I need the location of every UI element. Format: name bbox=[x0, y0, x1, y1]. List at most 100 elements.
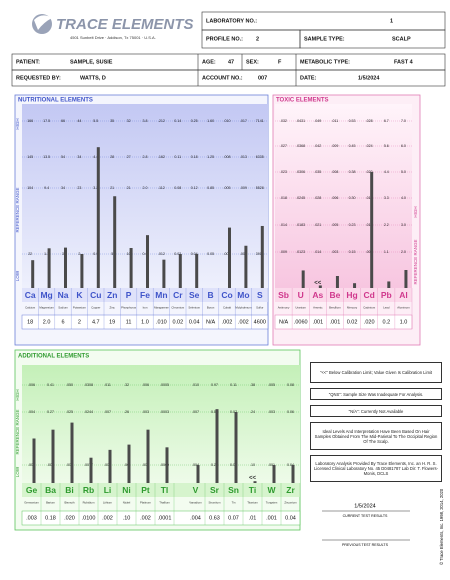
scale-label: .000 bbox=[142, 463, 149, 467]
label: SEX: bbox=[246, 59, 259, 65]
element-name: Zirconium bbox=[284, 501, 297, 505]
scale-label: .002 bbox=[28, 463, 35, 467]
range-label: REFERENCE RANGE bbox=[15, 409, 20, 454]
result-value: 2 bbox=[78, 319, 81, 325]
scale-label: 5528 bbox=[256, 186, 264, 190]
scale-label: 0.05 bbox=[207, 252, 214, 256]
scale-label: 2.0 bbox=[401, 250, 406, 254]
previous-label: PREVIOUS TEST RESULTS bbox=[342, 543, 389, 547]
panel-title: NUTRITIONAL ELEMENTS bbox=[18, 98, 93, 104]
symbol: Sn bbox=[228, 485, 239, 495]
scale-label: 0.03 bbox=[230, 463, 237, 467]
note: "QNS": Sample Size Was Inadequate For An… bbox=[310, 388, 442, 400]
symbol: P bbox=[126, 290, 132, 300]
scale-label: 2.2 bbox=[384, 223, 389, 227]
scale-label: .0368 bbox=[296, 144, 305, 148]
value: 1/5/2024 bbox=[358, 75, 380, 81]
scale-label: .008 bbox=[331, 170, 338, 174]
scale-label: 0.97 bbox=[211, 383, 218, 387]
scale-label: 0.6 bbox=[143, 252, 148, 256]
symbol: Ca bbox=[25, 290, 36, 300]
scale-label: .0123 bbox=[296, 250, 305, 254]
result-value: 0.18 bbox=[45, 515, 56, 521]
element-name: Beryllium bbox=[329, 306, 341, 310]
address: 4501 Sunbelt Drive · Addison, Tx 75001 ·… bbox=[70, 35, 156, 40]
result-value: 19 bbox=[109, 319, 115, 325]
result-bar bbox=[301, 270, 305, 288]
element-name: Sodium bbox=[58, 306, 68, 310]
scale-label: .006 bbox=[331, 196, 338, 200]
note: "<<" Below Calibration Limit; Value Give… bbox=[310, 362, 442, 383]
result-value: 11 bbox=[126, 319, 132, 325]
scale-label: .0000 bbox=[160, 463, 169, 467]
symbol: Al bbox=[399, 290, 408, 300]
scale-label: 0.06 bbox=[287, 410, 294, 414]
result-value: .020 bbox=[64, 515, 75, 521]
result-bar bbox=[51, 429, 55, 483]
result-value: N/A bbox=[206, 319, 216, 325]
scale-label: .023 bbox=[280, 170, 287, 174]
scale-label: .005 bbox=[268, 383, 275, 387]
scale-label: 17.5 bbox=[43, 119, 50, 123]
scale-label: 22 bbox=[28, 252, 32, 256]
result-bar bbox=[89, 457, 93, 483]
scale-label: 34 bbox=[61, 186, 65, 190]
scale-label: 6.7 bbox=[384, 119, 389, 123]
element-name: Tungsten bbox=[266, 501, 278, 505]
element-name: Cobalt bbox=[223, 306, 231, 310]
result-value: 0.07 bbox=[228, 515, 239, 521]
result-bar bbox=[335, 276, 339, 288]
symbol: Sr bbox=[210, 485, 220, 495]
scale-label: 0.21 bbox=[211, 463, 218, 467]
element-name: Aluminum bbox=[397, 306, 410, 310]
current-label: CURRENT TEST RESULTS bbox=[343, 514, 388, 518]
symbol: Cu bbox=[90, 290, 101, 300]
result-bar bbox=[96, 147, 100, 288]
scale-label: 35 bbox=[110, 119, 114, 123]
result-value: .0100 bbox=[82, 515, 96, 521]
symbol: Sb bbox=[278, 290, 289, 300]
scale-label: 145 bbox=[27, 155, 33, 159]
scale-label: .0431 bbox=[296, 119, 305, 123]
result-bar bbox=[129, 248, 133, 288]
scale-label: 3.2 bbox=[93, 186, 98, 190]
element-name: Molybdenum bbox=[235, 306, 252, 310]
result-value: 0.02 bbox=[347, 319, 358, 325]
flag: << bbox=[249, 476, 257, 482]
result-value: 2.0 bbox=[43, 319, 51, 325]
scale-label: .013 bbox=[240, 155, 247, 159]
label: DATE: bbox=[300, 75, 317, 81]
scale-label: .212 bbox=[158, 119, 165, 123]
scale-label: .004 bbox=[28, 410, 35, 414]
range-label: HIGH bbox=[15, 118, 20, 129]
scale-label: 5.6 bbox=[384, 144, 389, 148]
info-table bbox=[11, 11, 446, 87]
element-name: Thallium bbox=[159, 501, 170, 505]
scale-label: .009 bbox=[240, 186, 247, 190]
scale-label: 3.3 bbox=[384, 196, 389, 200]
scale-label: 0.9 bbox=[93, 252, 98, 256]
nutritional-chart-area bbox=[22, 104, 268, 288]
symbol: Co bbox=[221, 290, 232, 300]
range-label: REFERENCE RANGE bbox=[413, 239, 418, 284]
scale-label: .008 bbox=[366, 250, 373, 254]
element-name: Lead bbox=[383, 306, 390, 310]
result-bar bbox=[387, 281, 391, 288]
symbol: Bi bbox=[65, 485, 74, 495]
scale-label: .027 bbox=[280, 144, 287, 148]
value: F bbox=[278, 59, 282, 65]
symbol: W bbox=[267, 485, 276, 495]
scale-label: .007 bbox=[104, 410, 111, 414]
result-value: .10 bbox=[123, 515, 131, 521]
note: "N/A": Currently Not Available bbox=[310, 405, 442, 417]
scale-label: .0003 bbox=[160, 410, 169, 414]
range-label: HIGH bbox=[413, 206, 418, 217]
symbol: Rb bbox=[83, 485, 94, 495]
result-value: .001 bbox=[266, 515, 277, 521]
logo-text: TRACE ELEMENTS bbox=[56, 16, 194, 33]
scale-label: .010 bbox=[224, 119, 231, 123]
scale-label: 0.14 bbox=[174, 119, 181, 123]
symbol: As bbox=[312, 290, 323, 300]
element-name: Calcium bbox=[25, 306, 36, 310]
